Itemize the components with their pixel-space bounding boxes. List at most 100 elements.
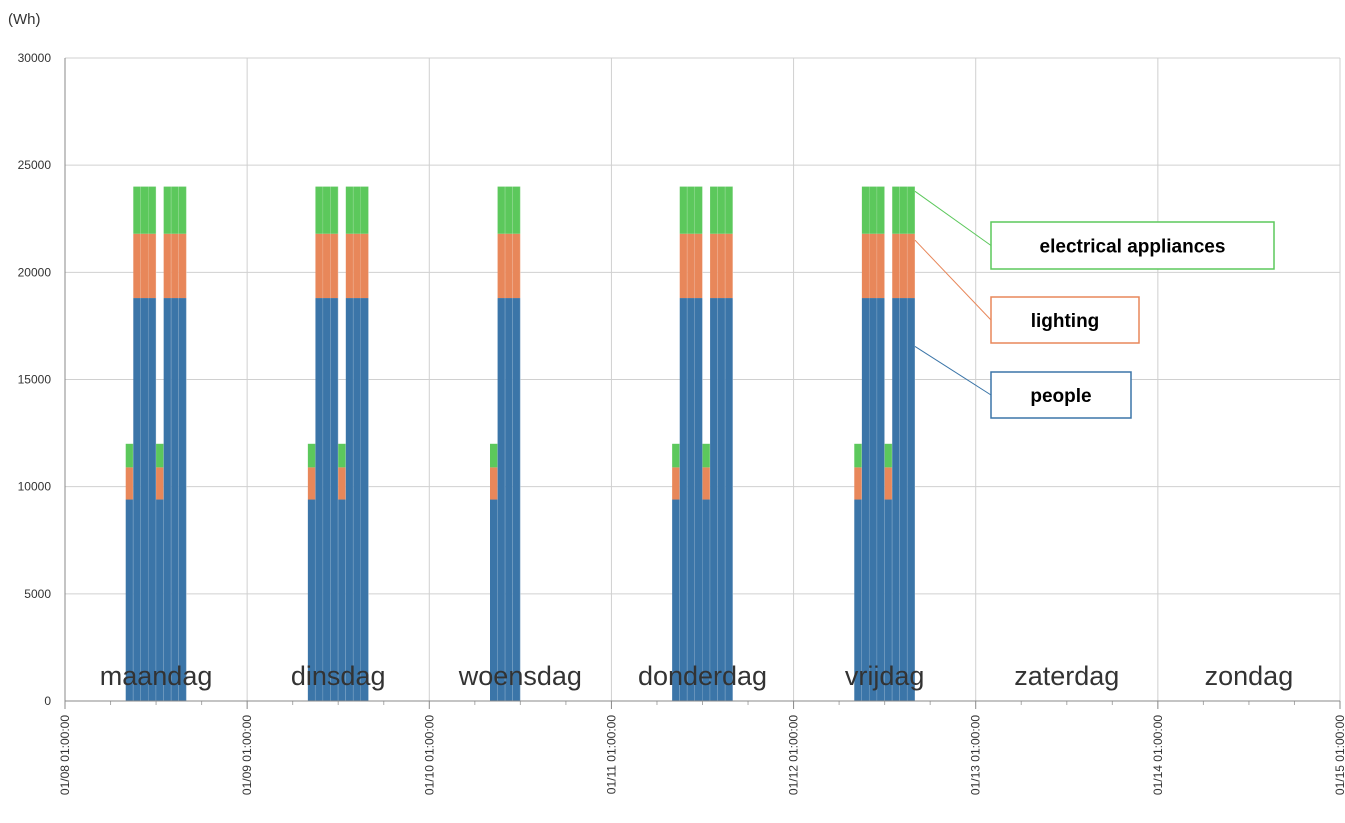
bar-segment-lighting [353, 233, 361, 299]
bar-segment-lighting [330, 233, 339, 299]
bar-segment-people [694, 298, 703, 701]
bar-segment-electrical-appliances [854, 443, 862, 468]
day-labels: maandag dinsdag woensdag donderdag vrijdag za… [100, 661, 1293, 691]
bar-segment-lighting [725, 233, 733, 299]
day-label: zondag [1205, 661, 1294, 691]
bar-segment-lighting [892, 233, 900, 299]
y-tick-label: 30000 [18, 51, 52, 65]
x-tick-label: 01/13 01:00:00 [969, 715, 983, 795]
bar-segment-lighting [307, 467, 316, 500]
bar-segment-people [899, 298, 908, 701]
bar-segment-electrical-appliances [156, 443, 164, 468]
y-tick-label: 5000 [24, 587, 51, 601]
day-label: maandag [100, 661, 213, 691]
bar-segment-lighting [679, 233, 688, 299]
y-tick-label: 15000 [18, 373, 52, 387]
bar-segment-electrical-appliances [892, 186, 900, 234]
bar-segment-lighting [884, 467, 893, 500]
bar-segment-lighting [861, 233, 870, 299]
bar-segment-electrical-appliances [907, 186, 915, 234]
legend-label: people [1030, 386, 1091, 407]
bar-segment-lighting [133, 233, 141, 299]
legend-box [990, 221, 1275, 270]
bar-segment-electrical-appliances [679, 186, 688, 234]
bar-segment-electrical-appliances [360, 186, 369, 234]
bar-segment-electrical-appliances [323, 186, 331, 234]
y-tick-label: 10000 [18, 480, 52, 494]
bar-segment-electrical-appliances [315, 186, 324, 234]
y-tick-label: 25000 [18, 158, 52, 172]
bar-segment-electrical-appliances [148, 186, 157, 234]
bar-segment-lighting [694, 233, 703, 299]
bar-segment-people [163, 298, 172, 701]
bar-segment-people [156, 499, 164, 701]
legend: electrical appliances lighting people [914, 190, 1275, 419]
x-tick-label: 01/10 01:00:00 [422, 715, 436, 795]
bar-segment-lighting [323, 233, 331, 299]
bar-segment-lighting [717, 233, 726, 299]
bar-segment-people [360, 298, 369, 701]
axes [64, 58, 1341, 709]
bar-segment-electrical-appliances [869, 186, 878, 234]
bar-segment-people [854, 499, 862, 701]
bar-segment-electrical-appliances [725, 186, 733, 234]
bar-segment-lighting [315, 233, 324, 299]
bar-segment-electrical-appliances [710, 186, 718, 234]
bar-segment-electrical-appliances [133, 186, 141, 234]
bar-segment-electrical-appliances [877, 186, 885, 234]
x-tick-label: 01/11 01:00:00 [604, 715, 618, 795]
day-label: donderdag [638, 661, 767, 691]
bar-segment-people [687, 298, 695, 701]
legend-connector [914, 190, 992, 246]
legend-connector [914, 239, 992, 321]
y-tick-labels: 0 5000 10000 15000 20000 25000 30000 [18, 51, 52, 708]
x-tick-label: 01/14 01:00:00 [1151, 715, 1165, 795]
bar-segment-lighting [710, 233, 718, 299]
bar-segment-lighting [854, 467, 862, 500]
legend-label: lighting [1031, 311, 1100, 332]
bar-segment-electrical-appliances [490, 443, 498, 468]
bar-segment-people [907, 298, 915, 701]
bar-segment-lighting [140, 233, 149, 299]
day-label: woensdag [458, 661, 582, 691]
x-tick-label: 01/09 01:00:00 [240, 715, 254, 795]
x-tick-label: 01/08 01:00:00 [58, 715, 72, 795]
bar-segment-people [877, 298, 885, 701]
bar-segment-people [171, 298, 179, 701]
bar-segment-lighting [497, 233, 506, 299]
bar-segment-lighting [512, 233, 521, 299]
bar-segment-electrical-appliances [672, 443, 680, 468]
y-tick-label: 20000 [18, 265, 52, 279]
day-label: vrijdag [845, 661, 925, 691]
bar-segment-lighting [907, 233, 915, 299]
bar-segment-people [140, 298, 149, 701]
bar-segment-people [861, 298, 870, 701]
bar-segment-lighting [171, 233, 179, 299]
bar-segment-electrical-appliances [899, 186, 908, 234]
bar-segment-electrical-appliances [171, 186, 179, 234]
day-label: zaterdag [1014, 661, 1119, 691]
bar-segment-people [869, 298, 878, 701]
bar-segment-electrical-appliances [345, 186, 354, 234]
bar-segment-electrical-appliances [140, 186, 149, 234]
bar-segment-lighting [360, 233, 369, 299]
bar-segment-lighting [125, 467, 134, 500]
bar-segment-electrical-appliances [125, 443, 134, 468]
bar-segment-lighting [505, 233, 513, 299]
bar-segment-people [148, 298, 157, 701]
bar-segment-electrical-appliances [702, 443, 711, 468]
bar-segment-electrical-appliances [687, 186, 695, 234]
bar-segment-electrical-appliances [512, 186, 521, 234]
bar-segment-people [679, 298, 688, 701]
bar-segment-lighting [869, 233, 878, 299]
bar-segment-people [505, 298, 513, 701]
bar-segment-electrical-appliances [884, 443, 893, 468]
bar-segment-electrical-appliances [163, 186, 172, 234]
bar-segment-lighting [338, 467, 346, 500]
bar-segment-people [717, 298, 726, 701]
bar-segment-lighting [178, 233, 187, 299]
bar-segment-people [345, 298, 354, 701]
bar-segment-people [672, 499, 680, 701]
legend-box [990, 371, 1132, 419]
bar-segment-lighting [148, 233, 157, 299]
